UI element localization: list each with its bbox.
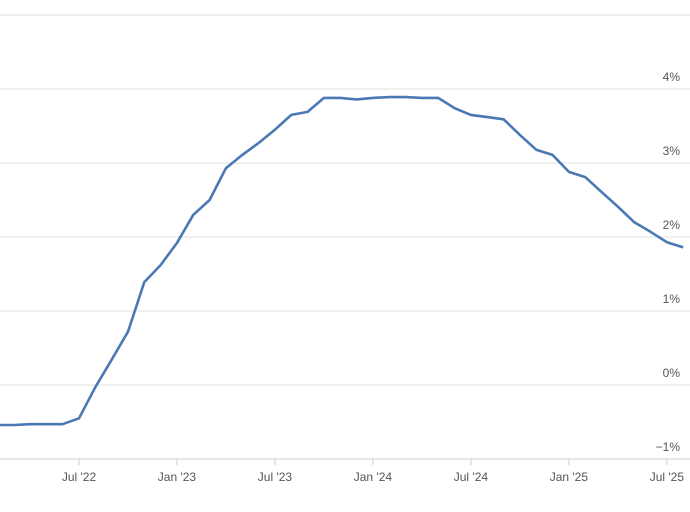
y-tick-label: 3% xyxy=(663,144,681,158)
x-tick-label: Jul '25 xyxy=(650,470,685,484)
x-tick-label: Jul '23 xyxy=(258,470,293,484)
y-tick-label: 0% xyxy=(663,366,681,380)
x-tick-label: Jan '24 xyxy=(354,470,393,484)
x-tick-label: Jan '23 xyxy=(158,470,197,484)
x-tick-label: Jul '22 xyxy=(62,470,97,484)
y-tick-label: 4% xyxy=(663,70,681,84)
y-tick-label: 1% xyxy=(663,292,681,306)
x-tick-label: Jan '25 xyxy=(550,470,589,484)
y-tick-label: 2% xyxy=(663,218,681,232)
data-line xyxy=(0,95,684,427)
y-tick-label: −1% xyxy=(656,440,681,454)
x-tick-label: Jul '24 xyxy=(454,470,489,484)
